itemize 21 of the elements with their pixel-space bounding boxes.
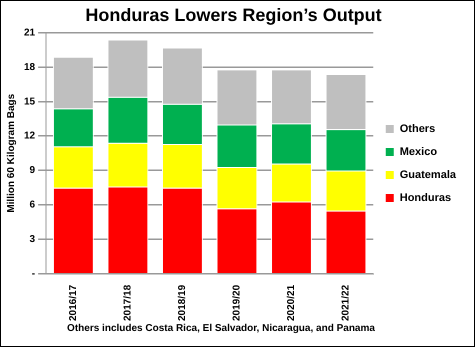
legend-label: Honduras [400, 192, 452, 204]
y-tick-label: 18 [24, 62, 36, 73]
x-tick-label: 2020/21 [286, 284, 298, 322]
x-tick-label: 2019/20 [232, 284, 243, 322]
y-tick-label: 6 [30, 200, 36, 211]
legend-label: Others [400, 123, 436, 136]
y-tick-label: 3 [30, 234, 36, 246]
legend-label: Mexico [400, 146, 438, 158]
x-tick-label: 2021/22 [340, 284, 352, 322]
y-tick-label: 21 [24, 27, 36, 38]
legend-label: Guatemala [400, 169, 457, 182]
x-tick-label: 2018/19 [177, 284, 188, 322]
x-tick-label: 2016/17 [68, 284, 80, 322]
text: Others includes Costa Rica, El Salvador, Nicaragua, and Panama [66, 323, 376, 334]
y-tick-label: 12 [24, 130, 36, 142]
y-tick-label: 15 [24, 96, 36, 108]
x-tick-label: 2017/18 [122, 284, 134, 322]
chart-title: Honduras Lowers Region’s Output [85, 4, 382, 25]
y-tick-label: - [32, 268, 36, 280]
y-tick-label: 9 [30, 165, 36, 176]
y-axis-title: Million 60 Kilogram Bags [6, 93, 17, 213]
